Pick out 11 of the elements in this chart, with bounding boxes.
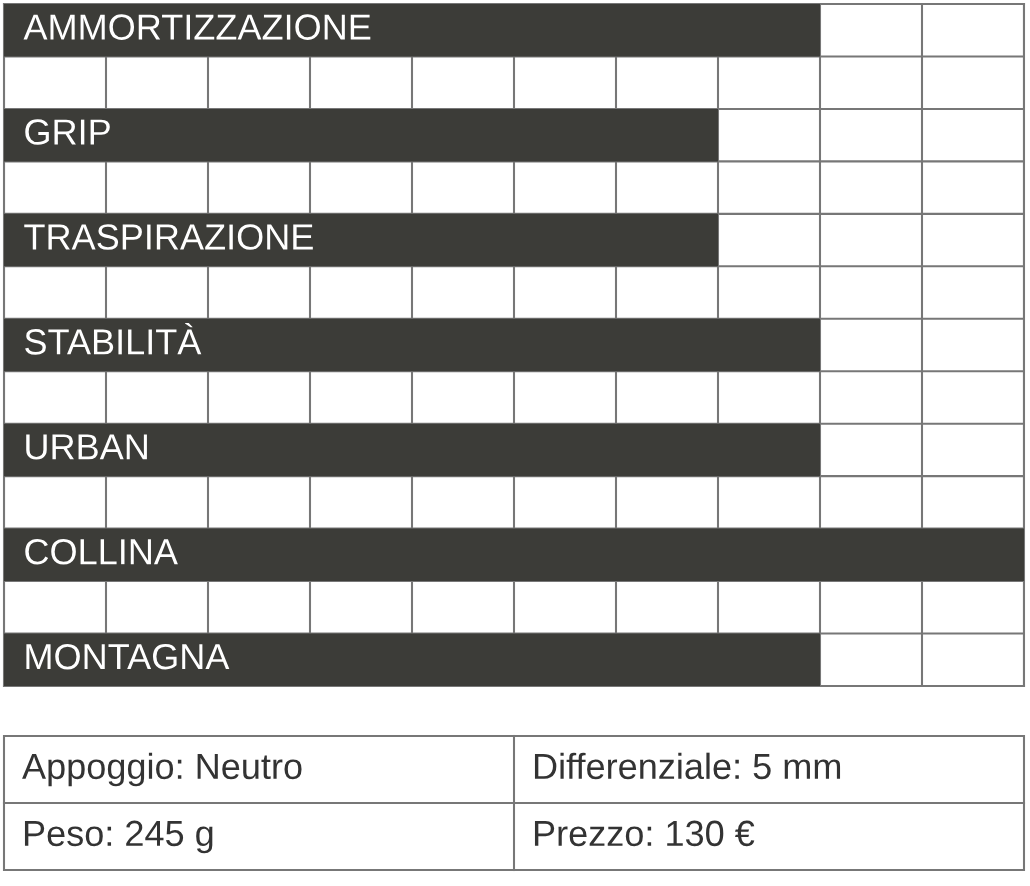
- text: Appoggio: Neutro: [22, 752, 302, 787]
- y-tick-label: TRASPIRAZIONE: [24, 224, 313, 250]
- text: Peso: 245 g: [24, 820, 213, 854]
- y-tick-label: AMMORTIZZAZIONE: [23, 14, 371, 40]
- text: Differenziale: 5 mm: [534, 752, 841, 780]
- y-tick-label: GRIP: [25, 119, 110, 145]
- text: Prezzo: 130 €: [534, 820, 755, 847]
- y-tick-label: COLLINA: [25, 538, 178, 565]
- y-tick-label: MONTAGNA: [26, 643, 230, 670]
- y-tick-label: STABILITÀ: [25, 323, 202, 355]
- y-tick-label: URBAN: [26, 434, 147, 460]
